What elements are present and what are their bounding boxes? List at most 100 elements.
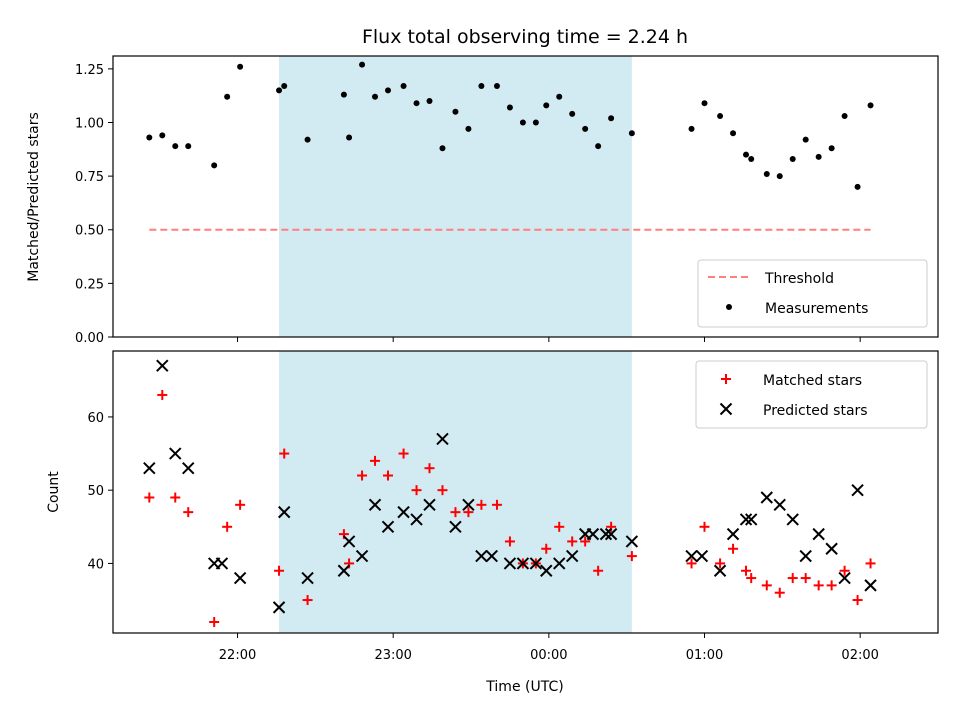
matched-star-point xyxy=(274,565,285,576)
legend-predicted-label: Predicted stars xyxy=(763,403,868,419)
measurement-point xyxy=(478,83,485,90)
measurement-point xyxy=(224,93,231,100)
matched-star-point xyxy=(715,558,726,569)
predicted-star-point xyxy=(516,557,530,570)
measurement-point xyxy=(828,145,835,152)
matched-star-point xyxy=(800,573,811,584)
matched-star-point xyxy=(450,507,461,518)
predicted-star-point xyxy=(436,432,449,446)
measurement-point xyxy=(340,91,347,98)
top-y-axis-label: Matched/Predicted stars xyxy=(26,112,42,282)
matched-star-point xyxy=(580,536,591,547)
legend-threshold-label: Threshold xyxy=(764,271,834,287)
matched-star-point xyxy=(235,499,246,510)
measurement-point xyxy=(748,155,755,162)
predicted-star-point xyxy=(462,498,475,512)
top-y-tick-label: 0.75 xyxy=(75,170,104,185)
measurement-point xyxy=(465,125,472,132)
measurement-point xyxy=(493,83,500,90)
matched-star-point xyxy=(302,595,313,606)
x-tick-label: 00:00 xyxy=(530,648,567,663)
measurement-point xyxy=(701,100,708,107)
predicted-star-point xyxy=(586,527,600,541)
measurement-point xyxy=(413,100,420,107)
measurement-point xyxy=(211,162,218,169)
predicted-star-point xyxy=(713,564,727,577)
predicted-star-point xyxy=(825,542,838,555)
measurement-point xyxy=(185,143,192,150)
legend-matched-label: Matched stars xyxy=(763,373,862,389)
matched-star-point xyxy=(504,536,515,547)
top-y-tick-label: 0.00 xyxy=(75,331,104,346)
predicted-star-point xyxy=(423,498,436,512)
top-shaded-region xyxy=(279,56,632,337)
matched-star-point xyxy=(398,448,409,459)
predicted-star-point xyxy=(143,461,156,475)
matched-star-point xyxy=(593,565,604,576)
matched-star-point xyxy=(183,507,194,518)
measurement-point xyxy=(743,151,750,158)
predicted-star-point xyxy=(278,505,291,519)
matched-star-point xyxy=(813,580,824,591)
legend-predicted-swatch xyxy=(719,402,733,416)
measurement-point xyxy=(815,153,822,160)
bottom-legend: Matched stars Predicted stars xyxy=(695,360,928,429)
measurement-point xyxy=(172,143,179,150)
predicted-star-point xyxy=(169,447,182,460)
predicted-star-point xyxy=(625,535,639,548)
measurement-point xyxy=(237,63,244,70)
predicted-star-point xyxy=(410,513,423,526)
legend-measurements-label: Measurements xyxy=(765,301,868,317)
measurement-point xyxy=(439,145,446,152)
matched-star-point xyxy=(826,580,837,591)
predicted-star-point xyxy=(475,549,488,563)
predicted-star-point xyxy=(397,505,410,519)
top-legend: Threshold Measurements xyxy=(697,259,928,328)
measurement-point xyxy=(595,143,602,150)
matched-star-point xyxy=(852,595,863,606)
matched-star-point xyxy=(761,580,772,591)
bottom-y-tick-label: 40 xyxy=(87,557,104,572)
matched-star-point xyxy=(424,463,435,474)
matched-star-point xyxy=(554,521,565,532)
predicted-star-point xyxy=(565,549,579,563)
matched-star-point xyxy=(541,543,552,554)
measurement-point xyxy=(146,134,153,141)
measurement-point xyxy=(426,98,433,105)
matched-star-point xyxy=(728,543,739,554)
bottom-y-tick-label: 60 xyxy=(87,411,104,426)
predicted-star-point xyxy=(485,549,498,563)
matched-star-point xyxy=(357,470,368,481)
predicted-star-point xyxy=(851,483,864,497)
predicted-star-point xyxy=(604,527,618,541)
top-panel: 0.00 0.25 0.50 0.75 1.00 1.25 Threshold Measure… xyxy=(75,55,939,346)
predicted-star-point xyxy=(739,513,753,526)
predicted-star-point xyxy=(726,527,740,541)
top-y-tick-label: 0.25 xyxy=(75,277,104,292)
x-tick-label: 23:00 xyxy=(374,648,411,663)
predicted-star-point xyxy=(301,571,314,585)
matched-star-point xyxy=(741,565,752,576)
measurement-point xyxy=(159,132,166,139)
predicted-star-point xyxy=(540,564,553,577)
bottom-y-axis-label: Count xyxy=(46,471,62,513)
measurement-point xyxy=(385,87,391,94)
measurement-point xyxy=(867,102,874,109)
bottom-shaded-region xyxy=(279,351,632,633)
top-axes-frame xyxy=(112,55,939,338)
measurement-point xyxy=(506,104,513,111)
top-y-tick-label: 0.50 xyxy=(75,224,104,239)
x-tick-label: 02:00 xyxy=(841,648,878,663)
measurement-point xyxy=(281,83,288,90)
predicted-star-point xyxy=(449,520,462,533)
matched-star-point xyxy=(865,558,876,569)
predicted-star-point xyxy=(773,498,786,512)
matched-star-point xyxy=(567,536,578,547)
predicted-star-point xyxy=(337,564,351,577)
measurement-point xyxy=(372,93,379,100)
measurement-point xyxy=(608,115,615,122)
matched-star-point xyxy=(437,485,448,496)
matched-star-point xyxy=(209,617,220,628)
measurement-point xyxy=(628,130,635,137)
predicted-star-point xyxy=(864,579,877,592)
